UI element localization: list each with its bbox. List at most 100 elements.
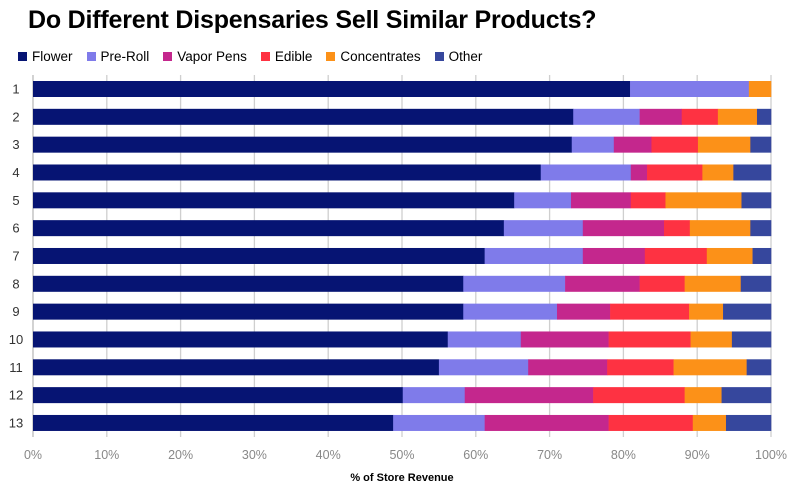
- x-tick-label: 20%: [168, 448, 193, 462]
- y-tick-label: 3: [12, 137, 19, 152]
- bar-segment-pre-roll: [438, 359, 529, 376]
- bar-segment-pre-roll: [402, 387, 466, 404]
- bar-segment-flower: [33, 247, 485, 264]
- bar-segment-edible: [608, 414, 694, 431]
- legend-item: Vapor Pens: [163, 49, 247, 64]
- bar-segment-pre-roll: [573, 108, 640, 125]
- bar-segment-other: [752, 247, 772, 264]
- bar-segment-other: [740, 275, 772, 292]
- legend-item: Flower: [18, 49, 73, 64]
- bar-segment-concentrates: [748, 81, 772, 97]
- bar-segment-other: [723, 303, 772, 320]
- bar-segment-vapor-pens: [613, 136, 652, 153]
- legend-label: Edible: [274, 49, 313, 64]
- y-tick-label: 6: [12, 221, 19, 236]
- x-tick-label: 50%: [389, 448, 414, 462]
- bar-segment-concentrates: [689, 220, 751, 237]
- y-tick-label: 11: [9, 360, 23, 375]
- bar-segment-flower: [33, 359, 440, 376]
- y-tick-label: 4: [12, 165, 19, 180]
- bar-segment-edible: [651, 136, 699, 153]
- bar-segment-vapor-pens: [464, 387, 594, 404]
- x-tick-label: 100%: [755, 448, 787, 462]
- bar-segment-flower: [33, 164, 542, 181]
- legend-label: Concentrates: [340, 49, 421, 64]
- x-tick-label: 60%: [463, 448, 488, 462]
- bar-segment-other: [746, 359, 772, 376]
- legend: Flower Pre-Roll Vapor Pens Edible Concentrat…: [18, 49, 482, 64]
- legend-label: Vapor Pens: [177, 49, 247, 64]
- bar-segment-flower: [33, 275, 464, 292]
- bar-segment-flower: [33, 192, 515, 209]
- bar-segment-edible: [663, 220, 691, 237]
- legend-item: Pre-Roll: [86, 49, 150, 64]
- bar-segment-vapor-pens: [565, 275, 640, 292]
- bar-segment-flower: [33, 414, 394, 431]
- bar-segment-other: [750, 220, 772, 237]
- bar-segment-other: [733, 164, 772, 181]
- legend-swatch: [260, 52, 270, 61]
- bar-segment-edible: [644, 247, 708, 264]
- bar-segment-edible: [608, 331, 691, 348]
- bar-segment-pre-roll: [484, 247, 584, 264]
- y-tick-label: 1: [12, 82, 19, 97]
- x-tick-label: 70%: [537, 448, 562, 462]
- x-tick-label: 40%: [316, 448, 341, 462]
- x-tick-label: 30%: [242, 448, 267, 462]
- legend-swatch: [18, 52, 27, 61]
- bar-segment-concentrates: [665, 192, 742, 209]
- x-axis-label: % of Store Revenue: [350, 472, 453, 484]
- bar-segment-flower: [33, 220, 505, 237]
- bar-segment-edible: [647, 164, 703, 181]
- bar-segment-pre-roll: [514, 192, 572, 209]
- bar-segment-vapor-pens: [582, 220, 665, 237]
- bar-segment-concentrates: [702, 164, 734, 181]
- legend-label: Other: [448, 49, 483, 64]
- legend-label: Flower: [32, 49, 73, 64]
- bar-segment-concentrates: [690, 331, 733, 348]
- bar-segment-vapor-pens: [630, 164, 648, 181]
- bar-segment-flower: [33, 387, 404, 404]
- x-tick-label: 10%: [94, 448, 119, 462]
- bar-segment-flower: [33, 136, 573, 153]
- bar-segment-edible: [630, 192, 666, 209]
- bar-segment-other: [756, 108, 772, 125]
- bar-segment-pre-roll: [630, 81, 750, 97]
- bar-segment-flower: [33, 108, 574, 125]
- bar-segment-flower: [33, 331, 449, 348]
- y-tick-label: 5: [12, 193, 19, 208]
- bar-segment-concentrates: [684, 387, 722, 404]
- bar-segment-concentrates: [717, 108, 758, 125]
- bar-segment-pre-roll: [540, 164, 632, 181]
- bar-segment-concentrates: [692, 414, 727, 431]
- y-tick-label: 9: [12, 304, 19, 319]
- bar-segment-other: [725, 414, 772, 431]
- legend-swatch: [163, 52, 173, 61]
- bar-segment-vapor-pens: [520, 331, 609, 348]
- bar-segment-edible: [681, 108, 719, 125]
- bar-segment-concentrates: [684, 275, 742, 292]
- y-tick-label: 12: [9, 388, 23, 403]
- bar-segment-edible: [639, 275, 685, 292]
- bar-segment-edible: [610, 303, 690, 320]
- x-tick-label: 90%: [685, 448, 710, 462]
- bar-segment-pre-roll: [503, 220, 584, 237]
- bar-segment-other: [731, 331, 772, 348]
- legend-swatch: [86, 52, 96, 61]
- x-tick-label: 0%: [24, 448, 42, 462]
- bar-segment-flower: [33, 81, 631, 97]
- legend-item: Concentrates: [326, 49, 421, 64]
- bar-segment-vapor-pens: [571, 192, 632, 209]
- y-tick-label: 13: [9, 415, 23, 430]
- x-tick-label: 80%: [611, 448, 636, 462]
- legend-item: Edible: [260, 49, 313, 64]
- legend-label: Pre-Roll: [100, 49, 150, 64]
- y-tick-label: 10: [9, 332, 23, 347]
- bar-segment-flower: [33, 303, 464, 320]
- bar-segment-edible: [593, 387, 685, 404]
- y-tick-label: 2: [12, 109, 19, 124]
- bar-segment-pre-roll: [393, 414, 485, 431]
- bar-segment-concentrates: [706, 247, 753, 264]
- legend-swatch: [434, 52, 444, 61]
